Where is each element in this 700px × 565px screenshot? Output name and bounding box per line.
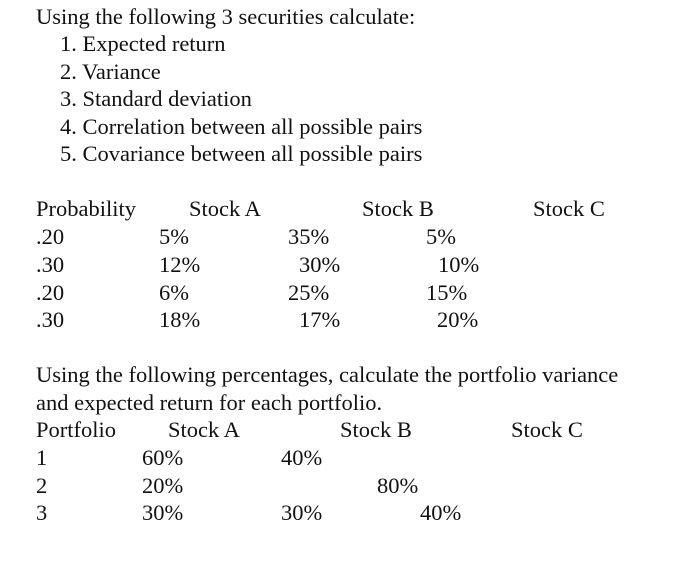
task-item-correlation: 4. Correlation between all possible pair… — [60, 114, 423, 139]
weight-cell: 40% — [420, 500, 462, 525]
task-item-variance: 2. Variance — [60, 59, 161, 84]
weight-cell: 80% — [377, 473, 419, 498]
return-cell: 30% — [299, 252, 341, 277]
portfolio-instruction-line-2: and expected return for each portfolio. — [36, 390, 383, 415]
header-probability: Probability — [36, 196, 136, 221]
portfolio-number: 3 — [36, 500, 48, 525]
probability-cell: .30 — [36, 307, 65, 332]
return-cell: 20% — [437, 307, 479, 332]
probability-cell: .30 — [36, 252, 65, 277]
header-stock-c: Stock C — [533, 196, 605, 221]
return-cell: 5% — [426, 224, 456, 249]
probability-cell: .20 — [36, 280, 65, 305]
return-cell: 17% — [299, 307, 341, 332]
header-stock-a: Stock A — [189, 196, 261, 221]
intro-heading: Using the following 3 securities calcula… — [36, 4, 416, 29]
weight-cell: 30% — [142, 500, 184, 525]
header-stock-a: Stock A — [168, 417, 240, 442]
header-stock-b: Stock B — [340, 417, 412, 442]
weight-cell: 60% — [142, 445, 184, 470]
weight-cell: 40% — [281, 445, 323, 470]
return-cell: 6% — [159, 280, 189, 305]
header-portfolio: Portfolio — [36, 417, 117, 442]
portfolio-number: 1 — [36, 445, 48, 470]
task-item-expected-return: 1. Expected return — [60, 31, 226, 56]
task-item-covariance: 5. Covariance between all possible pairs — [60, 141, 423, 166]
return-cell: 10% — [438, 252, 480, 277]
return-cell: 5% — [159, 224, 189, 249]
portfolio-instruction-line-1: Using the following percentages, calcula… — [36, 362, 619, 387]
header-stock-c: Stock C — [511, 417, 583, 442]
return-cell: 35% — [288, 224, 330, 249]
probability-cell: .20 — [36, 224, 65, 249]
return-cell: 12% — [159, 252, 201, 277]
task-item-standard-deviation: 3. Standard deviation — [60, 86, 252, 111]
return-cell: 15% — [426, 280, 468, 305]
return-cell: 18% — [159, 307, 201, 332]
header-stock-b: Stock B — [362, 196, 434, 221]
return-cell: 25% — [288, 280, 330, 305]
weight-cell: 20% — [142, 473, 184, 498]
portfolio-number: 2 — [36, 473, 48, 498]
weight-cell: 30% — [281, 500, 323, 525]
